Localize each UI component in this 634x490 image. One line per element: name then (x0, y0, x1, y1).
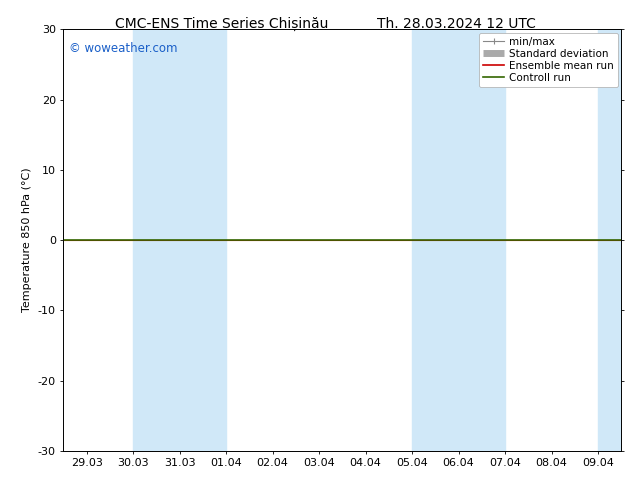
Bar (133, 29, 226, 451)
Bar (598, 29, 624, 451)
Legend: min/max, Standard deviation, Ensemble mean run, Controll run: min/max, Standard deviation, Ensemble me… (479, 32, 618, 87)
Text: CMC-ENS Time Series Chișinău: CMC-ENS Time Series Chișinău (115, 17, 328, 31)
Text: Th. 28.03.2024 12 UTC: Th. 28.03.2024 12 UTC (377, 17, 536, 31)
Text: © woweather.com: © woweather.com (69, 42, 178, 55)
Y-axis label: Temperature 850 hPa (°C): Temperature 850 hPa (°C) (22, 168, 32, 313)
Bar (412, 29, 505, 451)
